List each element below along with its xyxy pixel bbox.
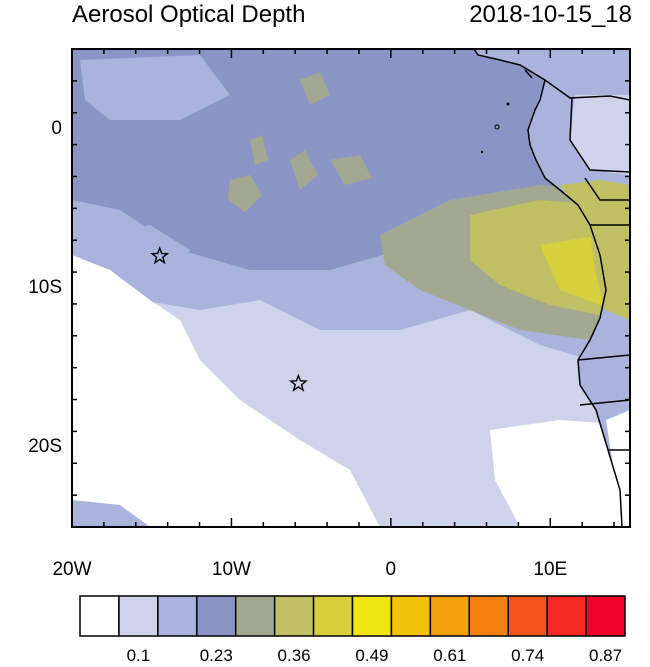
colorbar-box [79,595,120,637]
colorbar-box [118,595,159,637]
coastline [473,49,630,527]
colorbar-box [351,595,393,637]
colorbar-box [273,595,315,637]
y-tick-label: 20S [28,436,62,458]
colorbar-label: 0.87 [588,646,623,665]
x-tick-label: 20W [52,559,92,580]
station-star [150,246,170,265]
colorbar [79,595,626,637]
colorbar-label: 0.36 [277,646,311,665]
colorbar-box [196,595,237,637]
colorbar-box [546,595,587,637]
colorbar-box [507,595,548,637]
station-markers [150,246,308,392]
station-star [288,373,308,392]
colorbar-box [312,595,354,637]
colorbar-label: 0.49 [355,646,389,665]
colorbar-label: 0.61 [433,646,467,665]
y-tick-label: 10S [28,277,62,298]
colorbar-box [390,595,432,637]
x-tick-label: 10E [533,559,568,580]
colorbar-box [585,595,626,637]
x-tick-label: 0 [385,559,397,580]
map-title: Aerosol Optical Depth [72,1,306,28]
y-tick-label: 0 [51,117,62,139]
colorbar-label: 0.1 [126,646,151,665]
colorbar-label: 0.74 [511,646,545,665]
colorbar-box [429,595,471,637]
colorbar-box [234,595,276,637]
colorbar-box [468,595,509,637]
colorbar-label: 0.23 [199,646,233,665]
x-tick-label: 10W [211,559,251,580]
map-frame [71,48,631,528]
aod-field [72,49,630,527]
axis-ticks [71,48,630,528]
colorbar-box [157,595,198,637]
map-timestamp: 2018-10-15_18 [469,1,632,28]
